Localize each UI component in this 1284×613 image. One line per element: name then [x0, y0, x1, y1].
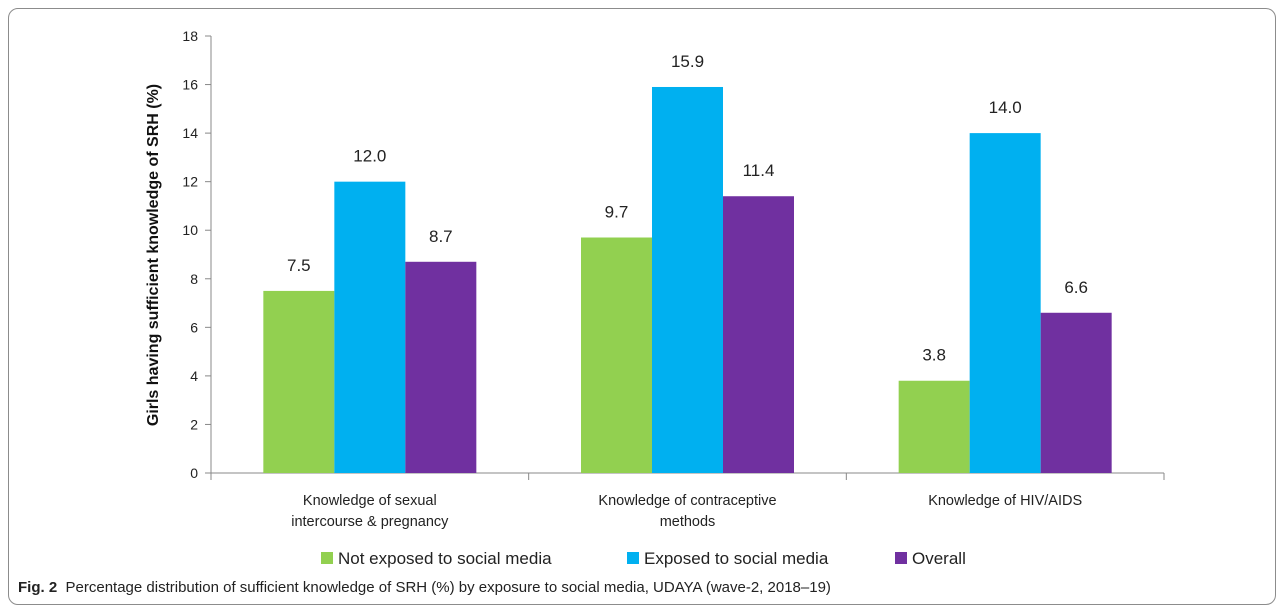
y-tick-label: 18	[182, 28, 198, 44]
figure-caption: Fig. 2 Percentage distribution of suffic…	[18, 579, 831, 596]
bar-value-label: 8.7	[429, 227, 453, 246]
bar-value-label: 9.7	[605, 203, 629, 222]
x-category-label-line: Knowledge of sexual	[303, 493, 437, 509]
bar	[723, 196, 794, 473]
y-tick-label: 6	[190, 319, 198, 335]
bar-value-label: 12.0	[353, 147, 386, 166]
x-category-label: Knowledge of sexual intercourse & pregnan…	[291, 493, 449, 530]
bar-value-label: 14.0	[989, 98, 1022, 117]
x-category-label-line: methods	[660, 514, 716, 530]
x-category-label-line: Knowledge of contraceptive	[598, 493, 776, 509]
bar-value-label: 15.9	[671, 52, 704, 71]
legend-label: Exposed to social media	[644, 549, 829, 568]
x-category-label-line: Knowledge of HIV/AIDS	[928, 493, 1082, 509]
bar-value-label: 3.8	[922, 346, 946, 365]
bars: 7.5 12.0 8.7 9.7 15.9 11.4 3.8 14.0 6.6	[263, 52, 1112, 473]
y-axis: 0 2 4 6 8 10 12 14 16 18	[182, 28, 212, 481]
bar	[263, 290, 335, 473]
bar	[652, 86, 723, 473]
legend-swatch	[321, 552, 333, 564]
y-tick-label: 14	[182, 125, 198, 141]
bar-value-label: 11.4	[743, 161, 775, 180]
legend-swatch	[895, 552, 907, 564]
y-axis-label: Girls having sufficient knowledge of SRH…	[145, 84, 162, 426]
bar	[969, 133, 1041, 473]
bar	[898, 380, 970, 473]
figure-frame	[8, 8, 1276, 605]
legend-swatch	[627, 552, 639, 564]
bar	[405, 261, 477, 473]
x-category-label: Knowledge of HIV/AIDS	[928, 493, 1082, 509]
bar	[581, 237, 652, 473]
y-tick-label: 4	[190, 368, 198, 384]
y-tick-label: 2	[190, 416, 198, 432]
x-category-label: Knowledge of contraceptive methods	[598, 493, 776, 530]
y-tick-label: 12	[182, 174, 198, 190]
legend-label: Overall	[912, 549, 966, 568]
caption-text: Percentage distribution of sufficient kn…	[65, 579, 831, 596]
bar	[334, 181, 406, 473]
y-tick-label: 16	[182, 77, 198, 93]
legend-label: Not exposed to social media	[338, 549, 552, 568]
y-tick-label: 8	[190, 271, 198, 287]
bar-value-label: 6.6	[1064, 278, 1088, 297]
figure-number: Fig. 2	[18, 579, 58, 596]
legend: Not exposed to social media Exposed to so…	[321, 549, 966, 568]
x-axis: Knowledge of sexual intercourse & pregnan…	[210, 472, 1165, 530]
bar	[1040, 312, 1112, 473]
x-category-label-line: intercourse & pregnancy	[291, 514, 449, 530]
y-tick-label: 0	[190, 465, 198, 481]
y-tick-label: 10	[182, 222, 198, 238]
bar-value-label: 7.5	[287, 256, 311, 275]
